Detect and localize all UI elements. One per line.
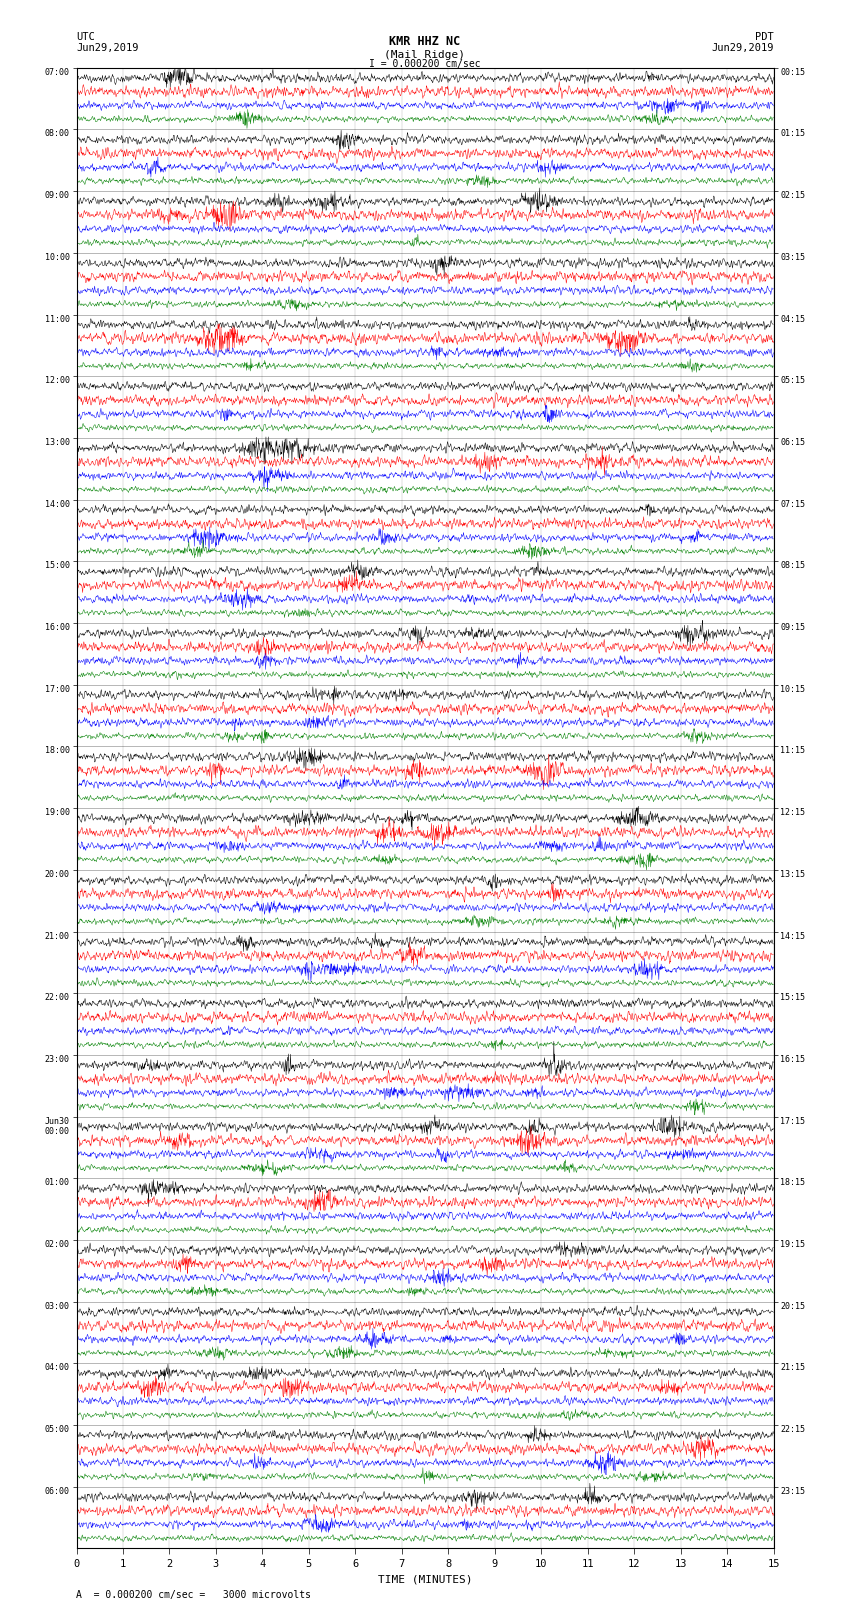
Text: I = 0.000200 cm/sec: I = 0.000200 cm/sec	[369, 60, 481, 69]
Text: (Mail Ridge): (Mail Ridge)	[384, 50, 466, 60]
Text: Jun29,2019: Jun29,2019	[711, 44, 774, 53]
Text: UTC: UTC	[76, 32, 95, 42]
Text: KMR HHZ NC: KMR HHZ NC	[389, 35, 461, 48]
Text: A  = 0.000200 cm/sec =   3000 microvolts: A = 0.000200 cm/sec = 3000 microvolts	[76, 1590, 311, 1600]
Text: Jun29,2019: Jun29,2019	[76, 44, 139, 53]
X-axis label: TIME (MINUTES): TIME (MINUTES)	[377, 1574, 473, 1584]
Text: PDT: PDT	[755, 32, 774, 42]
